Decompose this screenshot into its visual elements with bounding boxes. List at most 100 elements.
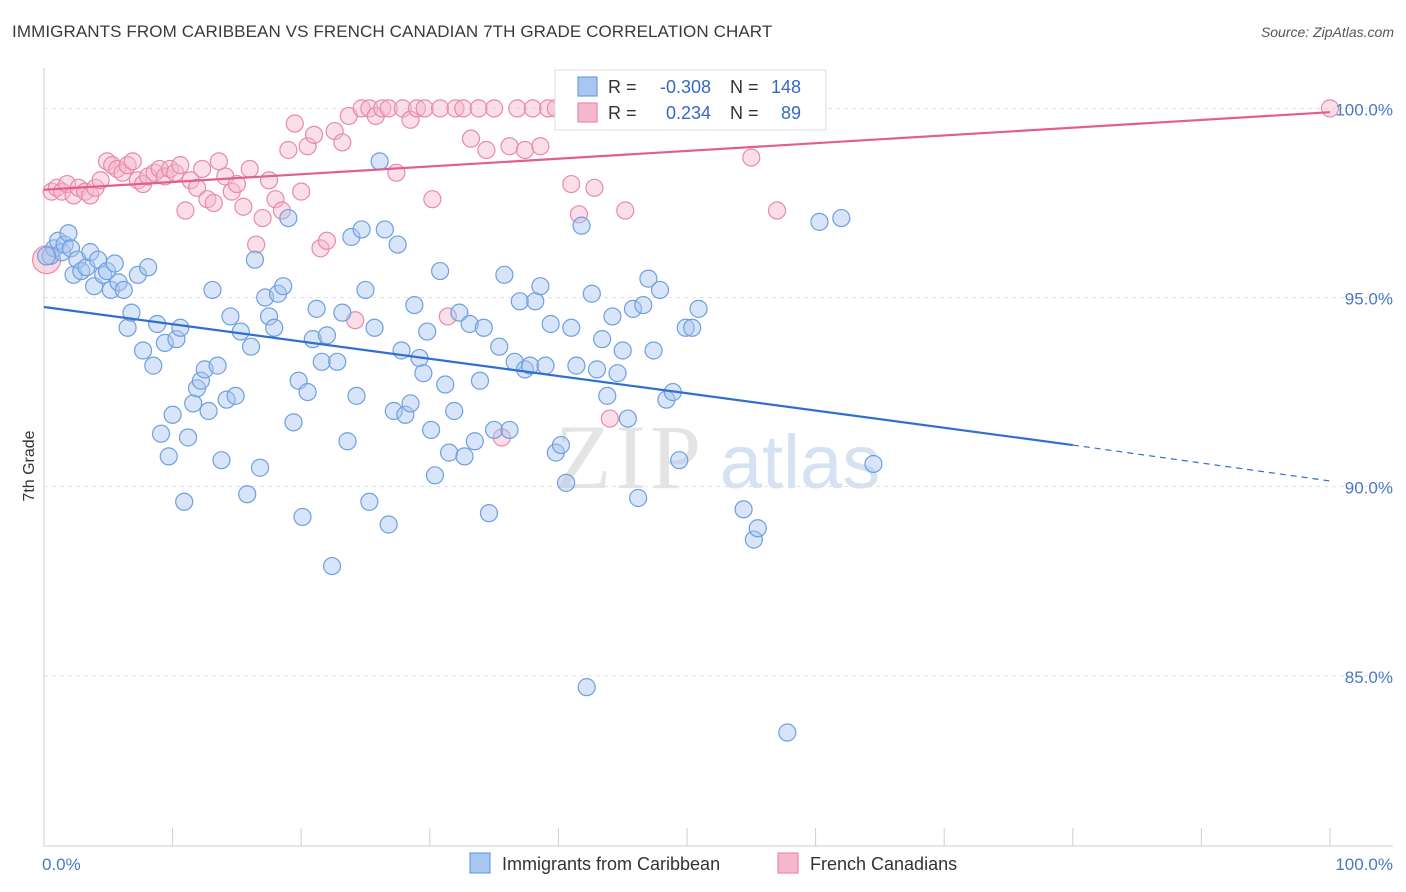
- caribbean-point-62: [307, 299, 326, 318]
- french-canadian-point-65: [438, 307, 457, 326]
- watermark-zip: ZIP: [555, 406, 705, 508]
- french-canadian-point-48: [317, 231, 337, 250]
- caribbean-point-88: [425, 466, 445, 485]
- french-canadian-point-76: [523, 99, 542, 118]
- caribbean-point-128: [629, 488, 648, 508]
- french-canadian-point-60: [401, 110, 420, 129]
- french-canadian-point-44: [292, 182, 311, 201]
- french-canadian-point-56: [373, 99, 392, 118]
- french-canadian-point-63: [423, 190, 442, 209]
- caribbean-point-97: [470, 371, 490, 390]
- caribbean-point-6: [61, 239, 81, 258]
- stats-legend: R = -0.308 N = 148 R = 0.234 N = 89: [554, 69, 827, 131]
- french-canadian-point-84: [585, 178, 604, 197]
- caribbean-point-142: [778, 723, 797, 742]
- caribbean-point-105: [510, 292, 529, 311]
- french-canadian-point-43: [285, 114, 304, 133]
- legend-swatch-french-canadians: [777, 852, 799, 874]
- caribbean-point-44: [221, 307, 240, 326]
- caribbean-point-24: [139, 258, 158, 277]
- caribbean-point-93: [450, 303, 469, 322]
- french-canadian-point-88: [616, 201, 635, 220]
- french-canadian-point-90: [767, 201, 787, 220]
- caribbean-point-127: [623, 299, 643, 318]
- caribbean-point-136: [676, 318, 695, 337]
- caribbean-point-55: [274, 277, 293, 296]
- caribbean-point-129: [634, 295, 653, 315]
- french-canadian-point-47: [311, 239, 330, 258]
- caribbean-point-11: [81, 243, 100, 262]
- legend-label-caribbean: Immigrants from Caribbean: [502, 854, 720, 874]
- caribbean-point-27: [151, 424, 171, 443]
- caribbean-point-68: [338, 432, 357, 451]
- caribbean-point-65: [322, 556, 342, 576]
- caribbean-point-64: [317, 326, 337, 345]
- french-canadian-point-72: [492, 428, 511, 447]
- caribbean-point-109: [531, 277, 550, 296]
- caribbean-point-78: [384, 401, 403, 421]
- caribbean-point-52: [259, 307, 279, 326]
- source-label: Source: ZipAtlas.com: [1260, 24, 1394, 40]
- french-canadian-point-61: [407, 99, 427, 118]
- caribbean-point-111: [541, 314, 560, 334]
- french-canadian-point-39: [259, 171, 279, 190]
- series-french-canadians: [31, 99, 1340, 447]
- caribbean-point-96: [465, 432, 484, 451]
- caribbean-point-71: [352, 220, 371, 239]
- chart-title: IMMIGRANTS FROM CARIBBEAN VS FRENCH CANA…: [12, 22, 773, 41]
- caribbean-point-89: [430, 261, 450, 281]
- x-tick-label-1: 100.0%: [1335, 855, 1393, 874]
- caribbean-point-47: [238, 485, 257, 504]
- caribbean-point-102: [495, 265, 514, 284]
- french-canadian-point-42: [279, 140, 298, 160]
- caribbean-point-66: [328, 352, 347, 371]
- caribbean-point-132: [650, 280, 670, 300]
- caribbean-point-15: [97, 261, 117, 281]
- caribbean-point-82: [401, 394, 420, 413]
- caribbean-point-99: [479, 504, 499, 523]
- caribbean-point-20: [118, 318, 137, 337]
- french-canadian-point-45: [298, 137, 317, 156]
- stats-n-value-pink: 89: [781, 103, 801, 123]
- caribbean-point-45: [226, 386, 245, 405]
- caribbean-point-86: [418, 322, 437, 341]
- caribbean-point-35: [184, 394, 203, 413]
- caribbean-point-139: [734, 500, 753, 519]
- french-canadian-point-40: [266, 190, 285, 209]
- caribbean-point-94: [455, 447, 474, 466]
- trend-line-french-canadians: [43, 111, 1331, 191]
- french-canadian-point-75: [515, 140, 535, 160]
- y-tick-label-3: 85.0%: [1345, 668, 1393, 687]
- french-canadian-point-62: [415, 99, 434, 118]
- french-canadian-point-30: [204, 193, 223, 213]
- french-canadian-point-82: [569, 205, 589, 224]
- caribbean-point-100: [485, 420, 504, 440]
- trend-lines: [43, 111, 1331, 482]
- caribbean-point-91: [439, 443, 459, 462]
- caribbean-point-16: [101, 280, 120, 300]
- caribbean-point-29: [159, 447, 178, 466]
- caribbean-point-117: [572, 216, 591, 235]
- caribbean-point-34: [178, 428, 198, 447]
- y-axis-label: 7th Grade: [21, 430, 38, 501]
- series-legend: Immigrants from Caribbean French Canadia…: [469, 852, 957, 874]
- french-canadian-point-70: [477, 140, 496, 160]
- stats-n-value-blue: 148: [771, 77, 801, 97]
- caribbean-point-119: [582, 284, 601, 303]
- french-canadian-point-41: [272, 201, 292, 220]
- french-canadian-point-74: [508, 99, 527, 118]
- caribbean-point-21: [122, 303, 141, 322]
- french-canadian-point-69: [469, 99, 488, 118]
- french-canadian-point-15: [123, 152, 142, 171]
- french-canadian-point-77: [531, 137, 550, 156]
- caribbean-point-cluster: [36, 246, 57, 266]
- caribbean-point-17: [105, 254, 124, 273]
- french-canadian-point-28: [193, 159, 212, 179]
- stats-swatch-pink: [577, 102, 598, 123]
- caribbean-point-92: [445, 401, 464, 421]
- french-canadian-point-36: [240, 159, 259, 179]
- french-canadian-point-24: [171, 156, 190, 175]
- caribbean-point-33: [175, 492, 194, 511]
- caribbean-point-42: [212, 451, 231, 470]
